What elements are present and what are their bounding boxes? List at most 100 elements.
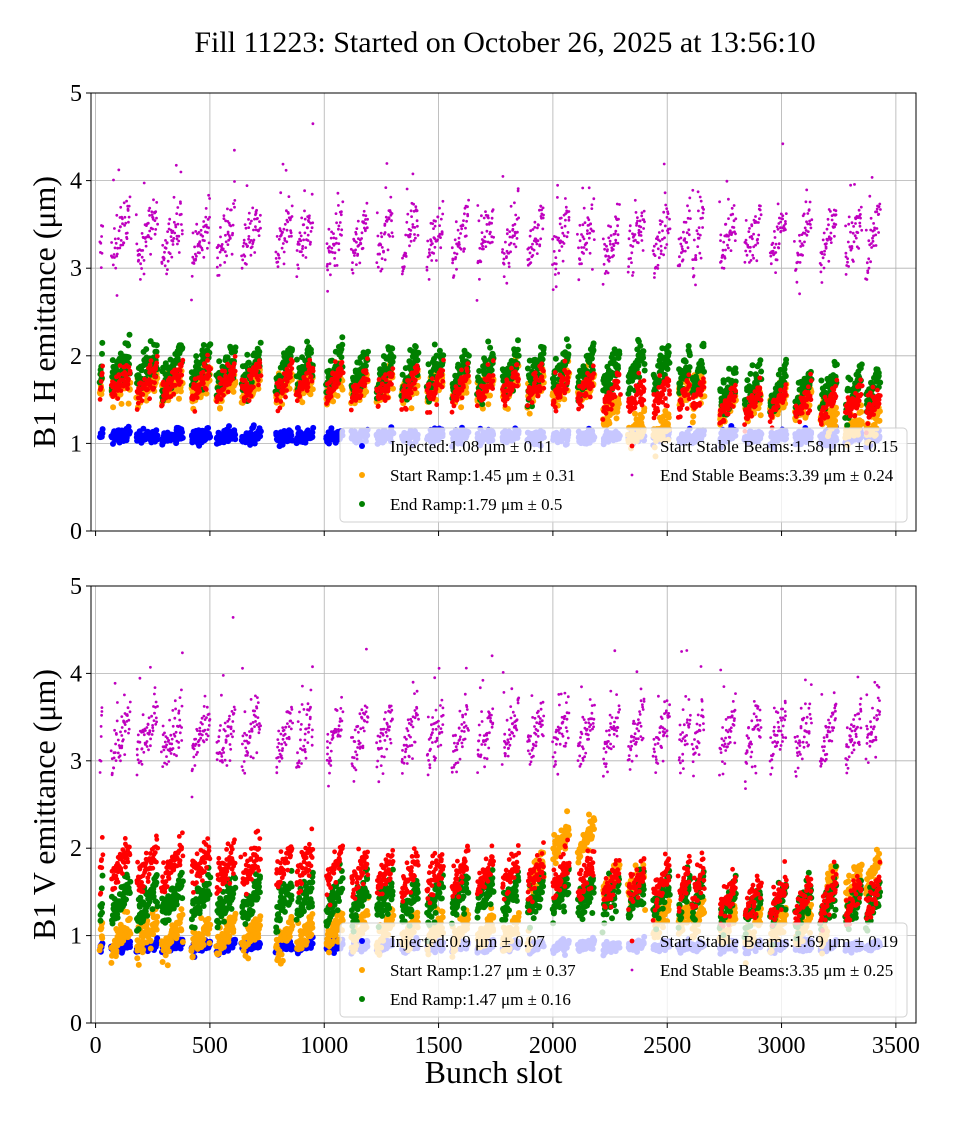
- data-point: [339, 342, 345, 348]
- data-point: [275, 392, 280, 397]
- data-point: [466, 353, 472, 359]
- data-point: [439, 373, 444, 378]
- data-point: [119, 401, 125, 407]
- data-point: [440, 368, 445, 373]
- data-point: [365, 356, 370, 361]
- data-point: [458, 404, 464, 410]
- data-point: [99, 340, 105, 346]
- data-point: [152, 380, 157, 385]
- data-point: [489, 367, 495, 373]
- data-point: [340, 360, 345, 365]
- data-point: [207, 434, 213, 440]
- data-point: [222, 369, 227, 374]
- data-point: [434, 402, 439, 407]
- data-point: [465, 361, 470, 366]
- data-point: [365, 349, 371, 355]
- data-point: [329, 394, 334, 399]
- data-point: [233, 369, 238, 374]
- data-point: [733, 370, 739, 376]
- data-point: [452, 404, 457, 409]
- data-point: [149, 358, 154, 363]
- data-point: [386, 395, 391, 400]
- data-point: [126, 354, 132, 360]
- data-point: [642, 361, 648, 367]
- data-point: [153, 427, 159, 433]
- data-point: [125, 386, 130, 391]
- data-point: [98, 397, 103, 402]
- data-point: [541, 345, 547, 351]
- data-point: [341, 370, 346, 375]
- data-point: [207, 341, 213, 347]
- data-point: [640, 348, 646, 354]
- data-point: [487, 345, 493, 351]
- data-point: [193, 353, 199, 359]
- data-point: [304, 339, 310, 345]
- data-point: [454, 398, 459, 403]
- data-point: [171, 392, 176, 397]
- data-point: [409, 405, 415, 411]
- data-point: [358, 388, 363, 393]
- data-point: [349, 408, 354, 413]
- data-point: [310, 425, 316, 431]
- data-point: [536, 394, 541, 399]
- data-point: [413, 387, 418, 392]
- data-point: [464, 390, 470, 396]
- data-point: [431, 396, 436, 401]
- data-point: [115, 396, 120, 401]
- data-point: [487, 393, 493, 399]
- data-point: [859, 361, 865, 367]
- data-point: [616, 401, 622, 407]
- data-point: [180, 435, 186, 441]
- data-point: [515, 337, 521, 343]
- data-point: [566, 343, 572, 349]
- data-point: [233, 354, 238, 359]
- data-point: [687, 352, 693, 358]
- data-point: [335, 393, 341, 399]
- data-point: [217, 405, 223, 411]
- data-point: [338, 354, 344, 360]
- data-point: [701, 343, 707, 349]
- data-point: [256, 349, 262, 355]
- data-point: [440, 379, 445, 384]
- data-point: [247, 398, 252, 403]
- data-point: [490, 352, 496, 358]
- data-point: [432, 342, 438, 348]
- data-point: [591, 347, 597, 353]
- data-point: [179, 346, 185, 352]
- data-point: [295, 398, 300, 403]
- data-point: [309, 374, 314, 379]
- data-point: [441, 358, 446, 363]
- data-point: [160, 403, 165, 408]
- data-point: [485, 339, 491, 345]
- data-point: [475, 403, 480, 408]
- data-point: [176, 396, 182, 402]
- data-point: [201, 381, 206, 386]
- data-point: [666, 343, 672, 349]
- data-point: [100, 371, 105, 376]
- data-point: [525, 403, 530, 408]
- data-point: [258, 340, 264, 346]
- data-point: [230, 377, 235, 382]
- data-point: [434, 387, 439, 392]
- data-point: [216, 358, 222, 364]
- data-point: [195, 395, 200, 400]
- data-point: [179, 373, 184, 378]
- data-point: [744, 377, 750, 383]
- data-point: [311, 369, 316, 374]
- data-point: [309, 434, 315, 440]
- data-point: [540, 356, 546, 362]
- data-point: [877, 418, 883, 424]
- y-tick-label: 3: [70, 256, 82, 282]
- data-point: [308, 350, 314, 356]
- data-point: [750, 362, 756, 368]
- data-point: [690, 413, 696, 419]
- data-point: [126, 365, 131, 370]
- data-point: [192, 409, 197, 414]
- data-point: [390, 366, 395, 371]
- data-point: [450, 410, 455, 415]
- data-point: [155, 354, 160, 359]
- data-point: [667, 360, 673, 366]
- data-point: [515, 372, 520, 377]
